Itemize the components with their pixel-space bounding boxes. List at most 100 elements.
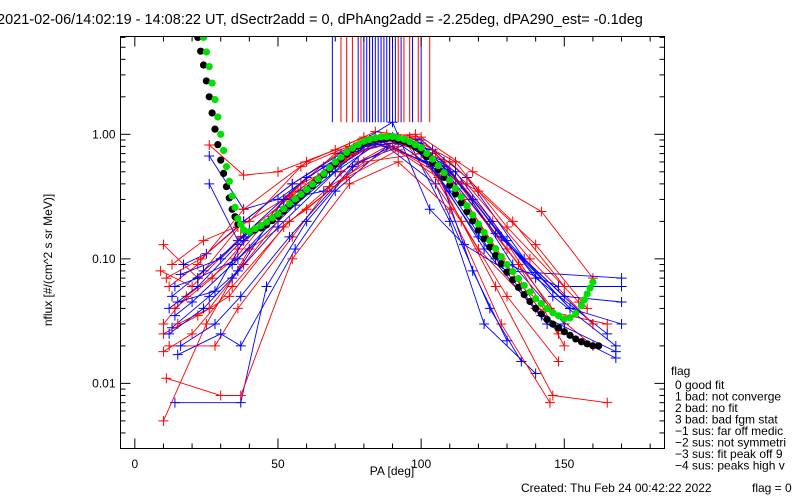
fit-green-dot — [549, 309, 557, 317]
blue-trace-marker — [502, 335, 513, 346]
blue-trace-line — [168, 140, 616, 359]
fit-black-dot — [451, 190, 460, 198]
red-trace-marker — [559, 281, 570, 292]
fit-green-dot — [245, 228, 253, 236]
red-trace-marker — [587, 318, 598, 329]
fit-green-dot — [417, 144, 425, 152]
red-trace-marker — [235, 390, 246, 401]
red-trace-marker — [559, 340, 570, 351]
created-timestamp: Created: Thu Feb 24 00:42:22 2022 — [521, 481, 712, 495]
fit-green-dot — [543, 305, 551, 313]
fit-green-dot — [572, 309, 580, 317]
blue-trace-marker — [490, 228, 501, 239]
blue-trace-line — [171, 139, 608, 335]
fit-green-dot — [514, 275, 523, 283]
fit-green-dot — [509, 267, 517, 276]
fit-black-dot — [577, 338, 586, 346]
fit-green-dot — [208, 79, 216, 87]
fit-green-dot — [463, 202, 471, 210]
y-tick-label: 0.10 — [92, 252, 116, 266]
fit-green-dot — [237, 220, 245, 229]
blue-trace-marker — [450, 166, 461, 177]
red-trace-marker — [473, 186, 484, 197]
blue-trace-marker — [178, 259, 189, 270]
fit-green-dot — [428, 155, 437, 163]
blue-trace-marker — [301, 172, 312, 183]
blue-trace-marker — [215, 253, 226, 264]
y-axis-label: nflux [#/(cm^2 s sr MeV)] — [41, 194, 55, 326]
red-trace-marker — [161, 273, 172, 284]
axis-ticks — [120, 36, 665, 449]
red-trace-marker — [547, 390, 558, 401]
fit-black-dot — [194, 36, 202, 41]
red-trace-marker — [410, 129, 421, 140]
blue-trace-marker — [547, 291, 558, 302]
fit-green-dot — [451, 184, 460, 193]
legend-entry: −4 sus: peaks high v — [675, 459, 785, 473]
fit-green-dot — [520, 281, 528, 290]
red-trace-marker — [393, 156, 404, 167]
fit-green-dot — [440, 169, 448, 177]
fit-green-dot — [225, 177, 233, 185]
fit-green-dot — [383, 133, 391, 141]
x-axis-label: PA [deg] — [370, 464, 414, 478]
fit-black-dot — [497, 260, 505, 268]
blue-trace-marker — [284, 231, 295, 242]
red-trace-marker — [238, 170, 249, 181]
fit-green-dot — [411, 141, 420, 149]
blue-trace-line — [174, 139, 622, 325]
fit-green-dot — [222, 163, 231, 171]
red-trace-marker — [238, 259, 249, 270]
blue-trace-marker — [235, 340, 246, 351]
fit-green-dot — [280, 205, 288, 213]
red-trace-marker — [238, 204, 249, 215]
fit-green-dot — [240, 226, 248, 234]
fit-black-dot — [520, 291, 528, 299]
fit-green-dot — [308, 180, 316, 188]
red-trace-marker — [553, 356, 564, 367]
red-trace-marker — [301, 156, 312, 167]
blue-trace-marker — [616, 318, 627, 329]
red-trace-marker — [324, 181, 335, 192]
legend-title: flag — [671, 364, 690, 378]
fit-black-dot — [199, 61, 208, 69]
fit-green-dot — [231, 203, 239, 211]
fit-green-dot — [469, 211, 477, 219]
flag-value: flag = 0 — [752, 481, 792, 495]
red-trace-marker — [444, 156, 455, 167]
blue-trace-marker — [187, 297, 198, 308]
blue-trace-marker — [479, 318, 490, 329]
blue-trace-marker — [198, 303, 209, 314]
blue-trace-marker — [227, 273, 238, 284]
fit-green-dot — [486, 236, 494, 245]
fit-green-dot — [589, 278, 597, 286]
fit-green-dot — [303, 185, 311, 194]
fit-green-dot — [537, 299, 545, 308]
fit-black-dot — [446, 181, 454, 189]
fit-green-dot — [577, 302, 586, 310]
fit-green-dot — [423, 149, 431, 158]
blue-trace-marker — [172, 349, 183, 360]
red-trace-marker — [232, 303, 243, 314]
blue-trace-marker — [238, 235, 249, 246]
red-trace-marker — [215, 390, 226, 401]
blue-trace-marker — [169, 281, 180, 292]
red-trace-marker — [344, 178, 355, 189]
fit-green-dot — [406, 137, 414, 146]
fit-green-dot — [199, 36, 208, 41]
blue-trace-line — [180, 142, 508, 347]
red-trace-marker — [161, 373, 172, 384]
chart-title: 2021-02-06/14:02:19 - 14:08:22 UT, dSect… — [0, 12, 643, 28]
fit-black-dot — [474, 226, 482, 234]
fit-green-dot — [257, 222, 265, 230]
fit-black-dot — [205, 93, 213, 101]
fit-green-dot — [314, 175, 322, 183]
red-trace-marker — [502, 291, 513, 302]
fit-black-dot — [222, 183, 231, 191]
red-trace-marker — [158, 239, 169, 250]
blue-trace-marker — [272, 222, 283, 233]
red-trace-marker — [169, 303, 180, 314]
fit-green-dot — [343, 148, 351, 156]
fit-green-dot — [202, 48, 210, 56]
fit-black-dot — [566, 331, 574, 339]
